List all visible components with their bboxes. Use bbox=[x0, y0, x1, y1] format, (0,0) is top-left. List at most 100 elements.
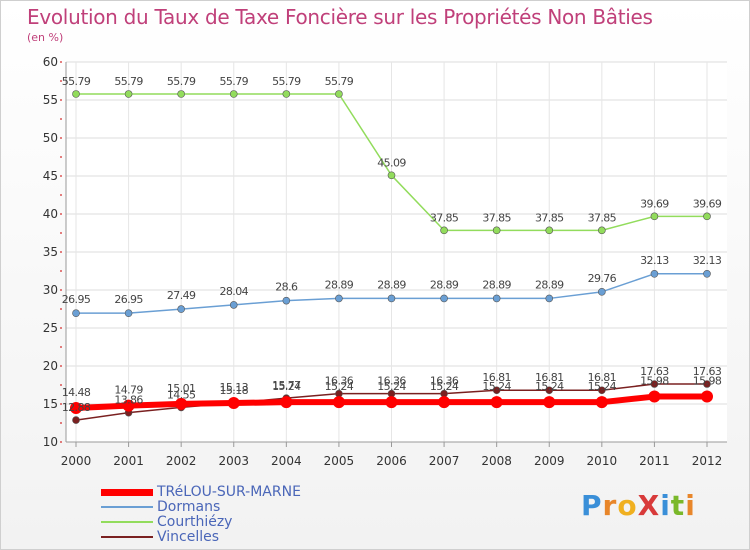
legend-item: TRéLOU-SUR-MARNE bbox=[101, 485, 361, 500]
series-0 bbox=[70, 390, 713, 414]
legend-item: Dormans bbox=[101, 500, 361, 515]
x-tick-label: 2004 bbox=[271, 454, 302, 468]
data-label: 16.36 bbox=[430, 375, 459, 388]
data-point bbox=[490, 396, 503, 409]
data-label: 28.89 bbox=[325, 278, 354, 291]
data-label: 17.63 bbox=[640, 365, 669, 378]
x-tick-label: 2009 bbox=[534, 454, 565, 468]
data-label: 15.77 bbox=[272, 379, 301, 392]
y-tick-label: 30 bbox=[43, 283, 58, 297]
x-tick-label: 2007 bbox=[429, 454, 460, 468]
data-label: 16.36 bbox=[325, 375, 354, 388]
data-point bbox=[177, 90, 185, 98]
data-label: 13.86 bbox=[114, 394, 143, 407]
data-point bbox=[440, 226, 448, 235]
logo-letter: o bbox=[617, 489, 638, 522]
y-tick-label: 50 bbox=[43, 131, 58, 145]
data-point bbox=[545, 386, 554, 395]
data-point bbox=[545, 294, 554, 303]
x-tick-label: 2000 bbox=[61, 454, 92, 468]
data-point bbox=[385, 396, 398, 409]
data-label: 32.13 bbox=[693, 254, 722, 267]
data-label: 26.95 bbox=[114, 293, 143, 306]
data-point bbox=[703, 380, 711, 388]
data-point bbox=[703, 212, 711, 221]
data-label: 28.89 bbox=[535, 278, 564, 291]
data-point bbox=[595, 396, 608, 409]
data-label: 15.24 bbox=[377, 380, 406, 393]
data-label: 26.95 bbox=[62, 293, 91, 306]
data-label: 37.85 bbox=[430, 211, 459, 224]
legend-label: Courthiézy bbox=[157, 514, 233, 530]
data-label: 15.24 bbox=[588, 380, 617, 393]
x-tick-label: 2005 bbox=[324, 454, 355, 468]
data-label: 15.24 bbox=[482, 380, 511, 393]
data-label: 15.13 bbox=[220, 381, 249, 394]
data-point bbox=[335, 294, 343, 303]
data-point bbox=[332, 396, 345, 409]
data-point bbox=[227, 397, 240, 410]
data-label: 55.79 bbox=[114, 75, 143, 88]
data-point bbox=[387, 171, 396, 180]
y-tick-label: 40 bbox=[43, 207, 58, 221]
data-point bbox=[440, 294, 448, 303]
data-point bbox=[598, 288, 606, 296]
data-label: 16.81 bbox=[588, 371, 617, 384]
data-label: 15.98 bbox=[693, 375, 722, 388]
data-label: 39.69 bbox=[693, 197, 722, 210]
series-2 bbox=[72, 90, 711, 235]
x-tick-label: 2003 bbox=[218, 454, 249, 468]
data-label: 29.76 bbox=[588, 272, 617, 285]
logo-letter: r bbox=[602, 489, 618, 522]
data-point bbox=[335, 90, 343, 98]
legend-label: Vincelles bbox=[157, 529, 220, 545]
logo-letter: t bbox=[670, 489, 686, 522]
data-point bbox=[492, 294, 501, 303]
data-label: 15.24 bbox=[430, 380, 459, 393]
data-label: 28.04 bbox=[220, 285, 249, 298]
data-label: 55.79 bbox=[167, 75, 196, 88]
data-label: 16.36 bbox=[377, 375, 406, 388]
data-label: 15.18 bbox=[220, 384, 249, 397]
logo-letter: i bbox=[660, 489, 671, 522]
legend-label: Dormans bbox=[157, 499, 221, 515]
logo-letter: P bbox=[581, 489, 603, 522]
data-label: 15.24 bbox=[535, 380, 564, 393]
y-tick-label: 10 bbox=[43, 435, 58, 449]
x-tick-label: 2012 bbox=[692, 454, 723, 468]
data-label: 28.89 bbox=[377, 278, 406, 291]
data-label: 45.09 bbox=[377, 156, 406, 169]
data-point bbox=[598, 386, 606, 395]
data-label: 37.85 bbox=[588, 211, 617, 224]
data-label: 12.88 bbox=[62, 401, 91, 414]
data-label: 55.79 bbox=[62, 75, 91, 88]
x-tick-label: 2010 bbox=[587, 454, 618, 468]
data-label: 28.89 bbox=[482, 278, 511, 291]
legend-swatch bbox=[101, 536, 153, 538]
data-label: 37.85 bbox=[482, 211, 511, 224]
data-point bbox=[650, 270, 659, 278]
data-point bbox=[280, 396, 293, 409]
y-tick-label: 45 bbox=[43, 169, 58, 183]
y-tick-label: 25 bbox=[43, 321, 58, 335]
data-point bbox=[492, 226, 501, 235]
data-label: 55.79 bbox=[272, 75, 301, 88]
logo-letter: X bbox=[637, 489, 661, 522]
data-point bbox=[70, 401, 82, 414]
y-tick-label: 35 bbox=[43, 245, 58, 259]
data-point bbox=[492, 386, 501, 395]
logo-letter: i bbox=[685, 489, 696, 522]
data-label: 16.81 bbox=[535, 371, 564, 384]
data-label: 55.79 bbox=[220, 75, 249, 88]
data-point bbox=[282, 296, 291, 305]
x-tick-label: 2001 bbox=[113, 454, 144, 468]
y-tick-label: 20 bbox=[43, 359, 58, 373]
data-point bbox=[72, 416, 80, 424]
y-tick-label: 60 bbox=[43, 55, 58, 69]
data-label: 37.85 bbox=[535, 211, 564, 224]
data-point bbox=[72, 309, 80, 317]
data-label: 32.13 bbox=[640, 254, 669, 267]
data-label: 55.79 bbox=[325, 75, 354, 88]
series-1 bbox=[72, 270, 711, 317]
